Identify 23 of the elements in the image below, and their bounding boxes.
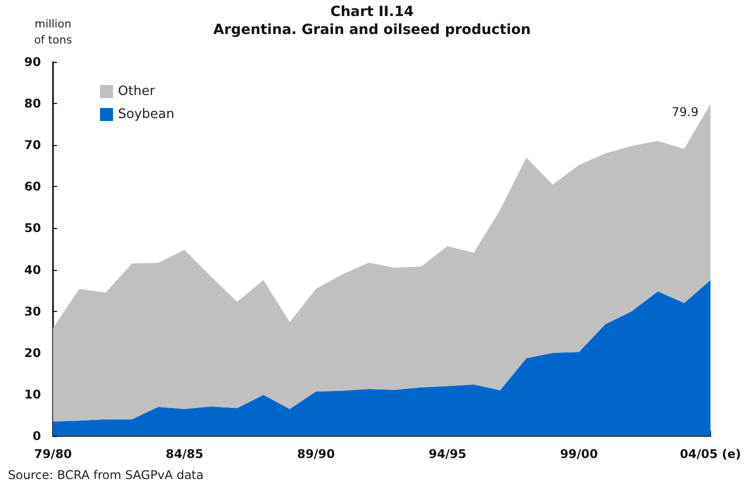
x-tick-label: 79/80 (34, 447, 72, 461)
y-tick-label: 0 (32, 429, 41, 443)
x-tick-label: 89/90 (297, 447, 335, 461)
y-tick-label: 20 (24, 346, 41, 360)
y-tick-label: 10 (24, 387, 41, 402)
source-note: Source: BCRA from SAGPvA data (8, 468, 204, 482)
y-tick-label: 60 (24, 180, 41, 194)
x-tick-label: 99/00 (560, 447, 598, 461)
y-tick-label: 30 (24, 304, 41, 318)
y-tick-label: 50 (24, 221, 41, 236)
x-tick-label: 04/05 (e) (680, 447, 742, 461)
chart-title: Chart II.14 (330, 4, 414, 20)
y-tick-label: 90 (24, 55, 41, 69)
legend-label: Other (118, 84, 156, 99)
legend-label: Soybean (118, 107, 174, 122)
y-axis-title: million of tons (34, 18, 72, 46)
y-tick-label: 40 (24, 262, 41, 277)
x-tick-label: 94/95 (428, 447, 466, 461)
annotation: 79.9 (672, 104, 698, 119)
chart-subtitle: Argentina. Grain and oilseed production (213, 22, 531, 38)
y-tick-label: 80 (24, 96, 41, 111)
y-tick-label: 70 (24, 138, 41, 152)
x-tick-label: 84/85 (166, 447, 204, 461)
